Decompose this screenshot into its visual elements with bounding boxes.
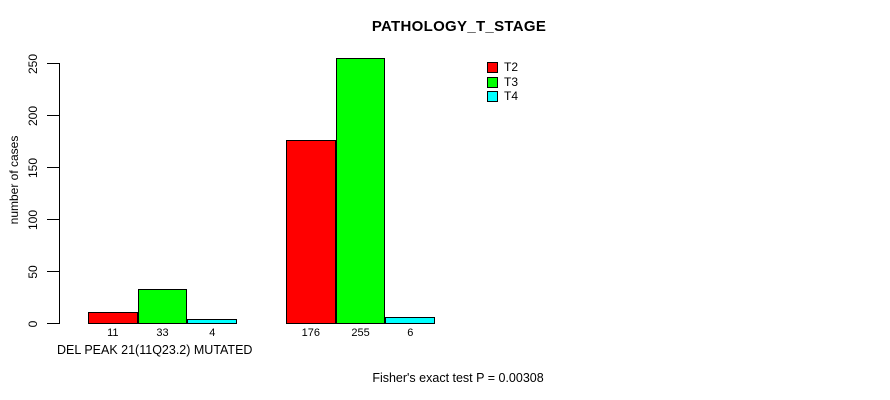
- y-axis-line: [58, 62, 61, 325]
- bar-value-label: 6: [407, 327, 414, 339]
- chart-title: PATHOLOGY_T_STAGE: [371, 18, 547, 35]
- bar-value-label: 33: [156, 327, 169, 339]
- legend-swatch-t3: [487, 76, 498, 88]
- legend-item-t2: T2: [487, 60, 519, 74]
- bar-t2-group1: [88, 312, 138, 325]
- legend-label-t2: T2: [504, 60, 519, 74]
- y-axis-tick: [47, 322, 59, 325]
- legend-label-t4: T4: [504, 89, 519, 103]
- legend-item-t3: T3: [487, 74, 519, 89]
- y-axis-tick: [47, 218, 59, 221]
- y-axis-tick-label: 100: [26, 209, 40, 230]
- x-axis-label: DEL PEAK 21(11Q23.2) MUTATED: [57, 343, 253, 357]
- bar-value-label: 255: [351, 327, 370, 339]
- bar-value-label: 11: [107, 327, 119, 339]
- y-axis-tick: [47, 270, 59, 273]
- y-axis-tick: [47, 114, 59, 117]
- bar-t2-group2: [286, 140, 336, 325]
- legend-swatch-t2: [487, 62, 498, 73]
- bar-t4-group1: [187, 319, 238, 325]
- bar-t3-group1: [137, 289, 188, 325]
- y-axis-tick-label: 150: [26, 157, 40, 178]
- bar-t4-group2: [385, 317, 436, 325]
- y-axis-tick: [47, 166, 59, 169]
- y-axis-tick-label: 250: [26, 53, 40, 74]
- y-axis-tick-label: 50: [26, 264, 40, 279]
- legend: T2 T3 T4: [487, 60, 519, 106]
- stat-test-annotation: Fisher's exact test P = 0.00308: [372, 371, 544, 385]
- legend-swatch-t4: [487, 91, 498, 102]
- legend-item-t4: T4: [487, 89, 519, 103]
- bar-t3-group2: [335, 58, 386, 325]
- bar-value-label: 4: [209, 327, 216, 339]
- legend-label-t3: T3: [504, 74, 519, 89]
- y-axis-tick-label: 0: [26, 320, 40, 327]
- y-axis-tick-label: 200: [26, 105, 40, 126]
- y-axis-tick: [47, 62, 59, 65]
- bar-value-label: 176: [301, 327, 321, 339]
